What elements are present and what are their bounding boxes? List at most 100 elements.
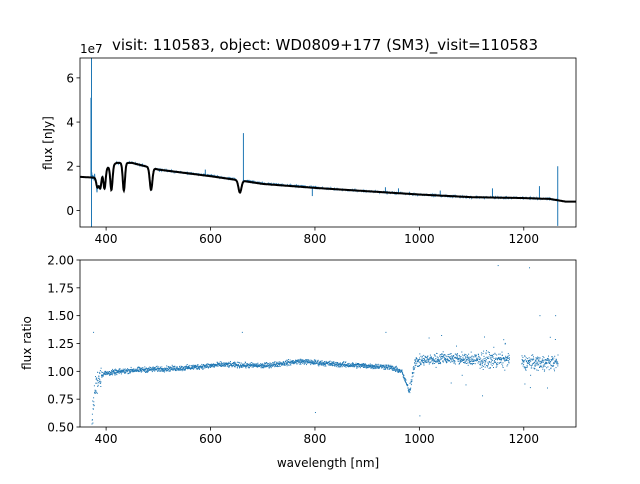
ratio-point [186, 368, 188, 369]
chart-title: visit: 110583, object: WD0809+177 (SM3)_… [112, 36, 538, 55]
ratio-point [231, 366, 233, 368]
ratio-point [535, 361, 537, 363]
ratio-point [337, 362, 339, 363]
ratio-point [435, 366, 437, 368]
ratio-point [526, 366, 528, 368]
ratio-point [391, 369, 393, 371]
ratio-point [239, 367, 240, 369]
ratio-point [490, 363, 492, 365]
ratio-point [120, 369, 122, 371]
ratio-point [153, 369, 155, 371]
ratio-point [273, 361, 275, 363]
ratio-point [460, 357, 462, 359]
ratio-point [527, 360, 529, 362]
ratio-point [225, 365, 227, 367]
ratio-point [227, 362, 229, 364]
ratio-point [251, 365, 252, 367]
model-series-line [80, 161, 576, 203]
ratio-point [221, 363, 223, 365]
ratio-point [182, 368, 184, 370]
ratio-point [97, 385, 99, 387]
ratio-point [450, 353, 452, 355]
ratio-point [300, 358, 302, 360]
ratio-point [441, 353, 443, 355]
ratio-point [331, 364, 333, 366]
ratio-point [217, 365, 219, 367]
ratio-point [525, 357, 527, 359]
ratio-point [387, 368, 389, 369]
ratio-point [221, 361, 222, 363]
ratio-point [245, 362, 246, 364]
ratio-point [415, 364, 417, 366]
ratio-point [411, 379, 413, 381]
ratio-point [133, 370, 135, 372]
ratio-point [228, 362, 229, 364]
ratio-point [473, 356, 475, 358]
ratio-point [550, 359, 552, 360]
ratio-point [172, 366, 174, 368]
ratio-point [186, 365, 188, 367]
ratio-point [295, 360, 297, 362]
ratio-point [477, 357, 479, 359]
ratio-point [245, 364, 247, 366]
ratio-point [240, 364, 242, 366]
ratio-point [423, 359, 425, 361]
ratio-point [344, 364, 346, 366]
ratio-point [413, 372, 415, 374]
ratio-point [255, 365, 256, 367]
ratio-point [98, 377, 100, 379]
ratio-point [543, 360, 545, 362]
ratio-point [92, 419, 93, 421]
ratio-point [307, 359, 309, 361]
ratio-point [233, 364, 235, 366]
ratio-point [245, 366, 247, 368]
ratio-point [485, 361, 487, 363]
ratio-point [114, 369, 116, 371]
ratio-point [504, 369, 506, 371]
ratio-point [236, 366, 238, 368]
ratio-point [100, 367, 102, 369]
ratio-point [407, 384, 409, 386]
ratio-point [525, 366, 527, 368]
ratio-point [549, 362, 551, 364]
ratio-point [222, 362, 224, 364]
ratio-point [419, 353, 421, 355]
ratio-point [260, 366, 262, 367]
ratio-point [164, 367, 166, 369]
ratio-point [471, 363, 473, 365]
ratio-point [339, 362, 341, 364]
ratio-point [367, 365, 369, 367]
ratio-point [535, 364, 537, 366]
ratio-point [480, 358, 482, 360]
ratio-point [183, 367, 185, 369]
ratio-point [277, 365, 278, 366]
ratio-point [433, 359, 435, 360]
ratio-point [128, 372, 130, 374]
ratio-point [357, 363, 358, 364]
ratio-point [151, 368, 153, 370]
ratio-point [200, 366, 202, 368]
ratio-point [450, 359, 452, 360]
ratio-point [376, 365, 377, 367]
ratio-point [121, 370, 123, 372]
ratio-point [380, 364, 382, 366]
ratio-point [95, 376, 96, 378]
ratio-point [323, 364, 325, 365]
ratio-point [542, 356, 544, 357]
ratio-point [489, 354, 491, 356]
ratio-point [308, 359, 310, 361]
ratio-point [195, 368, 197, 370]
ratio-point [94, 390, 96, 392]
ratio-point [419, 362, 421, 364]
ratio-point [351, 366, 353, 368]
ratio-point [389, 367, 391, 369]
ratio-point [477, 359, 479, 361]
ratio-point [547, 357, 549, 359]
ratio-point [240, 366, 242, 368]
ratio-point [486, 365, 488, 366]
ratio-point [549, 336, 551, 338]
ratio-point [300, 362, 301, 364]
ratio-point [352, 365, 354, 367]
ratio-point [427, 361, 429, 363]
ratio-point [322, 364, 324, 366]
